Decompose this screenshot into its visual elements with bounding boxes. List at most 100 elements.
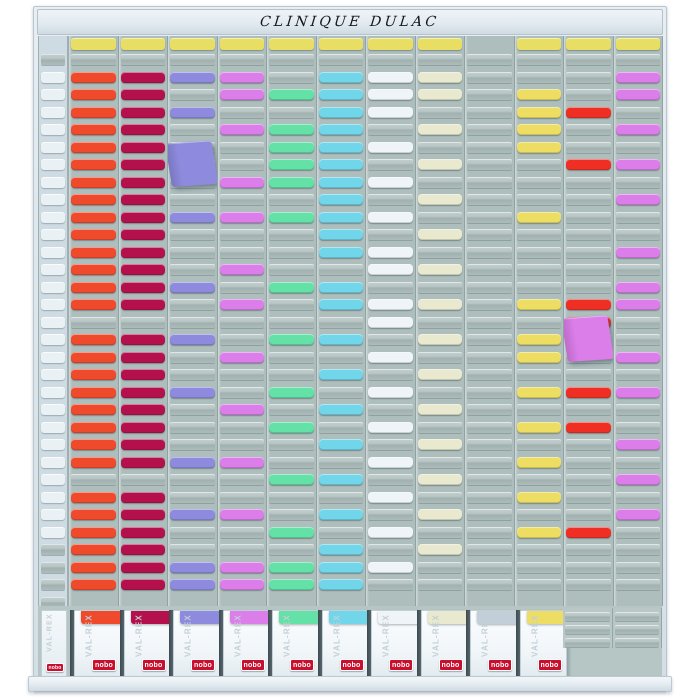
column-cream-empty-slot[interactable] bbox=[417, 579, 462, 590]
column-cyan-card[interactable] bbox=[318, 176, 363, 188]
column-violet-card[interactable] bbox=[615, 71, 660, 83]
column-orange-red-empty-slot[interactable] bbox=[71, 474, 116, 485]
column-violet-card[interactable] bbox=[615, 194, 660, 205]
column-white-empty-slot[interactable] bbox=[368, 159, 413, 170]
column-red-empty-slot[interactable] bbox=[566, 71, 611, 83]
column-white-card[interactable] bbox=[368, 386, 413, 398]
column-cyan-card[interactable] bbox=[318, 404, 363, 415]
column-yellow-empty-slot[interactable] bbox=[516, 54, 561, 65]
column-violet-card[interactable] bbox=[615, 351, 660, 363]
column-orange-red-card[interactable] bbox=[71, 579, 116, 590]
column-violet-empty-slot[interactable] bbox=[615, 491, 660, 503]
column-green-empty-slot[interactable] bbox=[269, 299, 314, 310]
pocket-yellow[interactable]: VAL-REX nobo bbox=[519, 610, 567, 678]
column-white-card[interactable] bbox=[368, 456, 413, 468]
column-orange-red-card[interactable] bbox=[71, 369, 116, 380]
index-card[interactable] bbox=[41, 211, 65, 223]
column-crimson-empty-slot[interactable] bbox=[120, 54, 165, 65]
column-orange-red-card[interactable] bbox=[71, 281, 116, 293]
pocket-green-tab[interactable] bbox=[279, 611, 318, 624]
column-grey-blue-empty-slot[interactable] bbox=[467, 579, 512, 590]
column-purple[interactable] bbox=[168, 36, 218, 606]
column-orange-red-card[interactable] bbox=[71, 421, 116, 433]
column-red-empty-slot[interactable] bbox=[566, 439, 611, 450]
column-purple-empty-slot[interactable] bbox=[170, 544, 215, 555]
column-violet-card[interactable] bbox=[615, 439, 660, 450]
column-red-empty-slot[interactable] bbox=[566, 89, 611, 100]
column-yellow-header-card[interactable] bbox=[516, 38, 561, 50]
column-white-card[interactable] bbox=[368, 176, 413, 188]
column-violet-card[interactable] bbox=[615, 509, 660, 520]
pocket-grey-blue-tab[interactable] bbox=[477, 611, 516, 624]
column-grey-blue-empty-slot[interactable] bbox=[467, 141, 512, 153]
column-green-header-card[interactable] bbox=[269, 38, 314, 50]
pocket-index[interactable]: VAL-REX nobo bbox=[41, 610, 67, 678]
column-cyan-empty-slot[interactable] bbox=[318, 351, 363, 363]
column-yellow-card[interactable] bbox=[516, 456, 561, 468]
column-crimson-card[interactable] bbox=[120, 334, 165, 345]
column-cyan-empty-slot[interactable] bbox=[318, 491, 363, 503]
column-cream-card[interactable] bbox=[417, 509, 462, 520]
column-crimson-card[interactable] bbox=[120, 404, 165, 415]
column-cream-empty-slot[interactable] bbox=[417, 351, 462, 363]
index-card[interactable] bbox=[41, 474, 65, 485]
column-white-card[interactable] bbox=[368, 561, 413, 573]
column-red-empty-slot[interactable] bbox=[566, 509, 611, 520]
column-purple-empty-slot[interactable] bbox=[170, 229, 215, 240]
column-green-empty-slot[interactable] bbox=[269, 456, 314, 468]
column-yellow-empty-slot[interactable] bbox=[516, 71, 561, 83]
column-cream-card[interactable] bbox=[417, 544, 462, 555]
column-crimson-card[interactable] bbox=[120, 299, 165, 310]
column-cream-empty-slot[interactable] bbox=[417, 491, 462, 503]
column-yellow-empty-slot[interactable] bbox=[516, 439, 561, 450]
pocket-white-tab[interactable] bbox=[378, 611, 417, 624]
column-red-empty-slot[interactable] bbox=[566, 491, 611, 503]
column-green-card[interactable] bbox=[269, 474, 314, 485]
column-violet-card[interactable] bbox=[615, 89, 660, 100]
column-orchid-card[interactable] bbox=[219, 176, 264, 188]
column-purple-empty-slot[interactable] bbox=[170, 474, 215, 485]
column-white-card[interactable] bbox=[368, 491, 413, 503]
column-white-empty-slot[interactable] bbox=[368, 369, 413, 380]
column-violet-empty-slot[interactable] bbox=[615, 54, 660, 65]
column-orange-red[interactable] bbox=[69, 36, 119, 606]
column-cyan-empty-slot[interactable] bbox=[318, 54, 363, 65]
column-crimson-card[interactable] bbox=[120, 456, 165, 468]
column-orange-red-card[interactable] bbox=[71, 509, 116, 520]
column-cyan-card[interactable] bbox=[318, 159, 363, 170]
column-purple-empty-slot[interactable] bbox=[170, 526, 215, 538]
column-orange-red-card[interactable] bbox=[71, 334, 116, 345]
index-card[interactable] bbox=[41, 316, 65, 328]
column-crimson-card[interactable] bbox=[120, 579, 165, 590]
pocket-purple[interactable]: VAL-REX nobo bbox=[173, 610, 220, 678]
column-orchid-header-card[interactable] bbox=[219, 38, 264, 50]
column-yellow-empty-slot[interactable] bbox=[516, 509, 561, 520]
column-crimson-empty-slot[interactable] bbox=[120, 474, 165, 485]
column-red-empty-slot[interactable] bbox=[566, 124, 611, 135]
column-red-empty-slot[interactable] bbox=[566, 141, 611, 153]
column-purple-card[interactable] bbox=[170, 106, 215, 118]
column-cyan-card[interactable] bbox=[318, 439, 363, 450]
column-violet-card[interactable] bbox=[615, 299, 660, 310]
column-yellow-card[interactable] bbox=[516, 211, 561, 223]
index-slot[interactable] bbox=[41, 579, 65, 590]
column-cyan-card[interactable] bbox=[318, 334, 363, 345]
column-violet-header-card[interactable] bbox=[615, 38, 660, 50]
column-purple-empty-slot[interactable] bbox=[170, 54, 215, 65]
column-cream-empty-slot[interactable] bbox=[417, 421, 462, 433]
column-yellow-empty-slot[interactable] bbox=[516, 579, 561, 590]
column-orange-red-card[interactable] bbox=[71, 264, 116, 275]
column-grey-blue-empty-slot[interactable] bbox=[467, 421, 512, 433]
pocket-crimson-tab[interactable] bbox=[130, 611, 170, 624]
column-violet-card[interactable] bbox=[615, 124, 660, 135]
column-violet-empty-slot[interactable] bbox=[615, 141, 660, 153]
column-white-empty-slot[interactable] bbox=[368, 579, 413, 590]
column-red-header-card[interactable] bbox=[566, 38, 611, 50]
column-orchid-empty-slot[interactable] bbox=[219, 229, 264, 240]
column-yellow-empty-slot[interactable] bbox=[516, 544, 561, 555]
column-crimson-card[interactable] bbox=[120, 509, 165, 520]
column-yellow-card[interactable] bbox=[516, 299, 561, 310]
column-cream-card[interactable] bbox=[417, 71, 462, 83]
column-white-empty-slot[interactable] bbox=[368, 334, 413, 345]
column-red-empty-slot[interactable] bbox=[566, 544, 611, 555]
